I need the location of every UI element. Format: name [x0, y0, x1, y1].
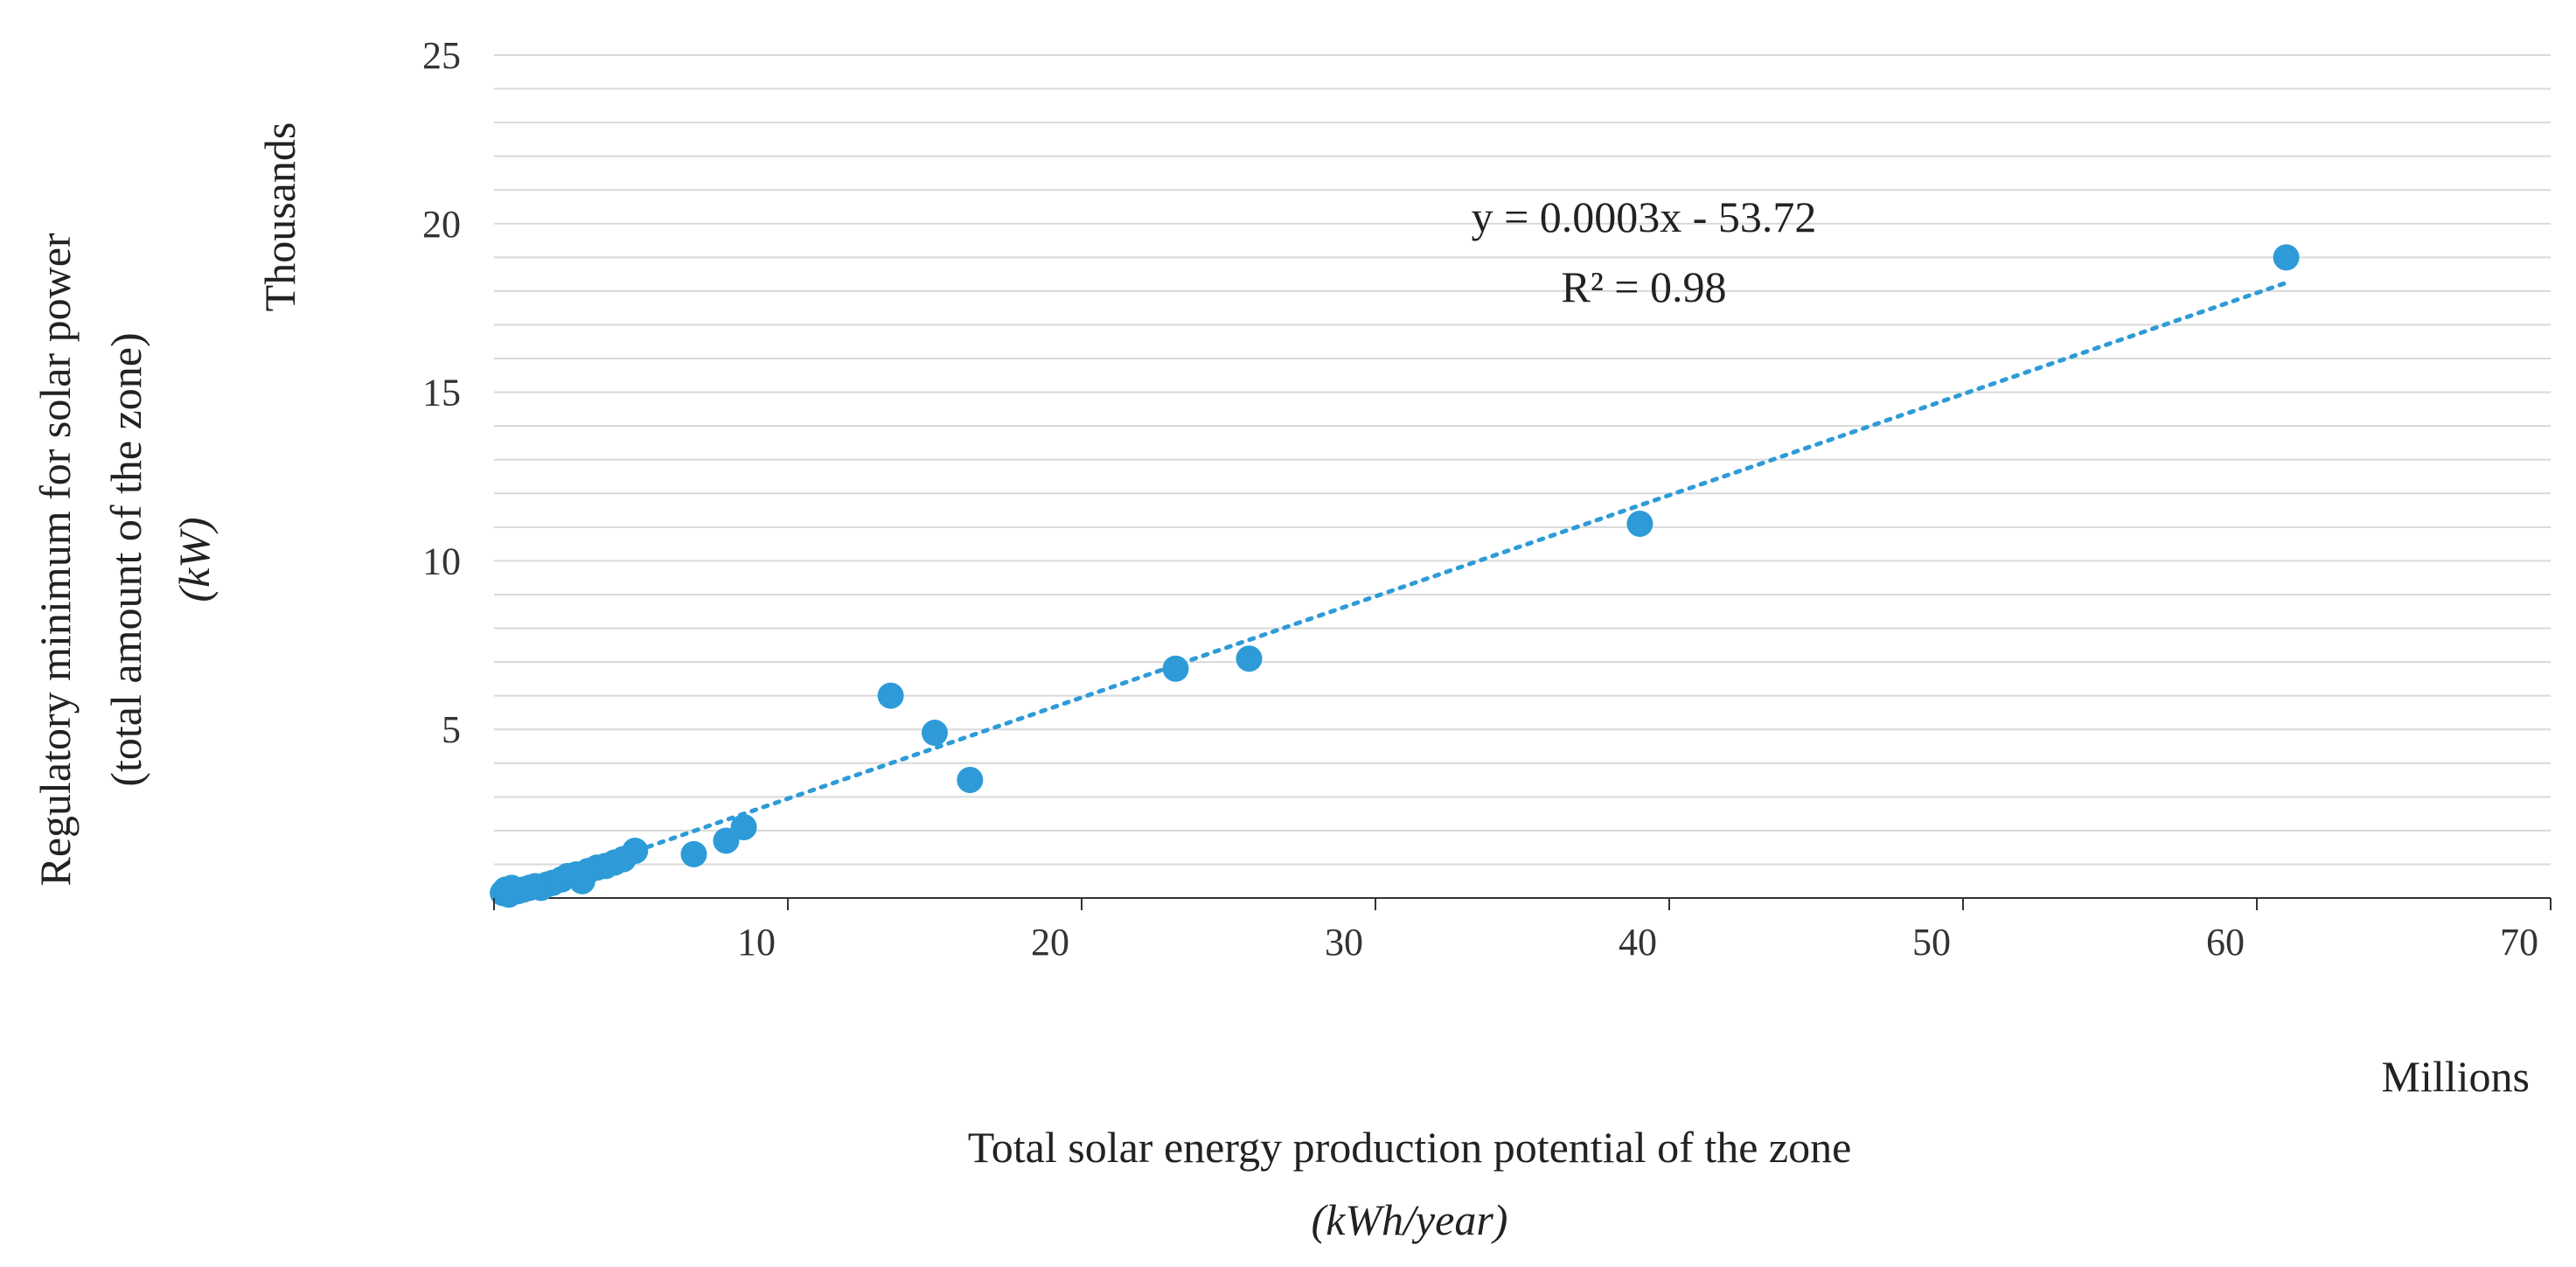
y-tick-labels: 5 10 15 20 25 [422, 34, 461, 751]
x-tick-label-60: 60 [2206, 921, 2245, 964]
y-multiplier-label: Thousands [255, 122, 304, 312]
x-tick-label-70: 70 [2500, 921, 2538, 964]
trendline-equation: y = 0.0003x - 53.72 [1472, 192, 1817, 241]
y-axis-unit: (kW) [170, 517, 219, 602]
x-tick-labels: 10 20 30 40 50 60 70 [493, 898, 2552, 964]
trendline-group [506, 280, 2289, 897]
x-multiplier-label: Millions [2382, 1052, 2530, 1101]
data-point-29 [1626, 510, 1654, 537]
data-point-28 [1236, 645, 1263, 672]
data-point-24 [877, 682, 904, 709]
data-point-25 [922, 720, 948, 747]
x-tick-label-50: 50 [1912, 921, 1951, 964]
y-tick-label-20: 20 [422, 203, 461, 246]
gridlines [494, 54, 2551, 866]
x-axis-label: Total solar energy production potential … [968, 1123, 1852, 1172]
x-tick-label-20: 20 [1031, 921, 1069, 964]
data-point-26 [957, 767, 984, 794]
r-squared-label: R² = 0.98 [1561, 262, 1726, 311]
y-tick-label-5: 5 [442, 708, 461, 751]
data-point-20 [622, 838, 649, 865]
data-point-23 [730, 814, 757, 841]
data-point-27 [1162, 655, 1189, 682]
x-axis-unit: (kWh/year) [1312, 1195, 1508, 1244]
x-tick-label-40: 40 [1619, 921, 1657, 964]
data-point-21 [680, 840, 707, 867]
y-axis-label-line2: (total amount of the zone) [101, 332, 150, 786]
data-points [490, 244, 2300, 908]
y-axis-label: Regulatory minimum for solar power [31, 233, 80, 886]
y-tick-label-10: 10 [422, 540, 461, 582]
x-tick-label-10: 10 [737, 921, 776, 964]
x-tick-label-30: 30 [1325, 921, 1363, 964]
y-tick-label-25: 25 [422, 34, 461, 77]
y-tick-label-15: 15 [422, 372, 461, 414]
trendline [506, 280, 2289, 897]
data-point-30 [2273, 244, 2300, 271]
